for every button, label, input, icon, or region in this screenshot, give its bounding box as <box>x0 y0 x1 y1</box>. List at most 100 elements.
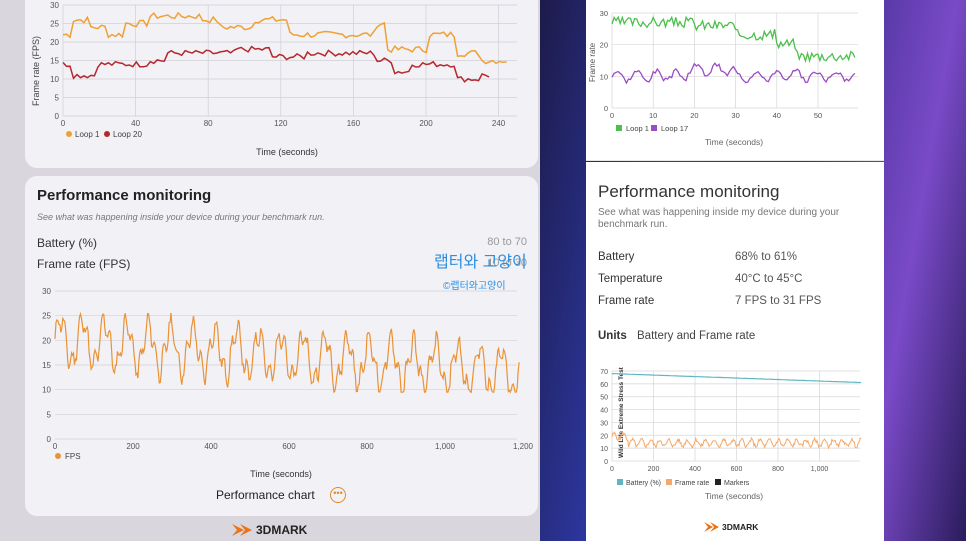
legend-loop-1: Loop 1 <box>75 130 100 139</box>
y-tick-label: 30 <box>600 420 608 427</box>
x-axis-label: Time (seconds) <box>705 491 763 501</box>
test-name-label: Wild Life Extreme Stress Test <box>618 366 625 458</box>
x-tick-label: 30 <box>731 111 739 120</box>
y-tick-label: 5 <box>55 94 60 103</box>
legend-dot-loop-20 <box>104 131 110 137</box>
framerate-value: 10 to 30 <box>487 257 527 269</box>
y-tick-label: 0 <box>47 435 52 444</box>
framerate-label: Frame rate (FPS) <box>37 257 131 271</box>
x-tick-label: 800 <box>772 466 784 473</box>
y-tick-label: 40 <box>600 408 608 415</box>
x-tick-label: 50 <box>814 111 822 120</box>
y-tick-label: 15 <box>42 361 51 370</box>
battery-row-value: 68% to 61% <box>735 251 798 263</box>
performance-subtitle: See what was happening inside your devic… <box>37 212 325 222</box>
y-tick-label: 25 <box>42 312 51 321</box>
y-tick-label: 10 <box>50 75 59 84</box>
x-tick-label: 40 <box>773 111 781 120</box>
x-tick-label: 40 <box>131 119 140 128</box>
right-loop-chart: 30 20 10 00 10 20 30 40 50 Frame rate Loop 1 Loo… <box>588 9 858 147</box>
y-axis-label: Frame rate <box>588 42 597 82</box>
y-tick-label: 20 <box>600 433 608 440</box>
3dmark-logo-icon <box>232 524 252 536</box>
units-label: Units <box>598 330 627 342</box>
performance-subtitle: See what was happening inside my device … <box>598 207 840 230</box>
x-tick-label: 200 <box>419 119 433 128</box>
series-loop-1 <box>611 15 856 64</box>
legend-frame-rate: Frame rate <box>675 480 709 487</box>
battery-value: 80 to 70 <box>487 236 527 248</box>
loop-chart-card: Frame rate (FPS) 30 25 20 15 10 5 0 0 40 80 120 160… <box>25 0 538 168</box>
legend-loop-17: Loop 17 <box>661 124 688 133</box>
legend-markers: Markers <box>724 480 750 487</box>
y-tick-label: 50 <box>600 395 608 402</box>
watermark: 랩터와 고양이 <box>434 254 527 271</box>
x-axis-label: Time (seconds) <box>256 147 318 157</box>
x-tick-label: 200 <box>126 442 140 451</box>
y-tick-label: 20 <box>42 336 51 345</box>
series-fps <box>54 311 520 394</box>
y-tick-label: 0 <box>55 112 60 121</box>
3dmark-logo: 3DMARK <box>232 522 307 538</box>
right-loop-chart-card: 30 20 10 0 0 10 20 30 40 50 Frame rate Loop 1 Loo… <box>586 0 884 160</box>
series-frame-rate <box>611 430 862 450</box>
y-tick-label: 25 <box>50 20 59 29</box>
x-tick-label: 240 <box>492 119 506 128</box>
3dmark-logo: 3DMARK <box>704 521 758 533</box>
legend-battery: Battery (%) <box>626 480 661 487</box>
legend-swatch-loop-17 <box>651 125 657 131</box>
series-battery <box>611 373 862 384</box>
legend-swatch-markers <box>715 479 721 485</box>
battery-label: Battery (%) <box>37 236 98 250</box>
3dmark-logo-icon <box>704 522 719 532</box>
temperature-row-label: Temperature <box>598 273 663 285</box>
y-axis-label: Frame rate (FPS) <box>31 36 41 106</box>
x-tick-label: 0 <box>610 466 614 473</box>
y-tick-label: 30 <box>50 1 59 10</box>
x-tick-label: 80 <box>204 119 213 128</box>
x-tick-label: 0 <box>610 111 614 120</box>
framerate-row-label: Frame rate <box>598 295 655 307</box>
series-loop-20 <box>62 45 490 83</box>
legend-swatch-battery <box>617 479 623 485</box>
battery-row-label: Battery <box>598 251 635 263</box>
legend-fps: FPS <box>65 452 81 461</box>
y-tick-label: 70 <box>600 369 608 376</box>
x-tick-label: 400 <box>689 466 701 473</box>
legend-dot-loop-1 <box>66 131 72 137</box>
units-value[interactable]: Battery and Frame rate <box>637 330 756 342</box>
x-tick-label: 400 <box>204 442 218 451</box>
performance-card: Performance monitoring See what was happ… <box>25 176 538 516</box>
y-tick-label: 10 <box>600 72 608 81</box>
panel-divider <box>586 160 884 161</box>
x-tick-label: 160 <box>347 119 361 128</box>
x-tick-label: 120 <box>274 119 288 128</box>
y-tick-label: 30 <box>600 9 608 18</box>
y-tick-label: 0 <box>604 104 608 113</box>
y-tick-label: 10 <box>600 446 608 453</box>
x-tick-label: 1,200 <box>513 442 534 451</box>
legend-loop-1: Loop 1 <box>626 124 649 133</box>
legend-loop-20: Loop 20 <box>113 130 142 139</box>
x-tick-label: 20 <box>690 111 698 120</box>
ellipsis-circle-icon[interactable]: ••• <box>330 487 346 503</box>
x-tick-label: 10 <box>649 111 657 120</box>
temperature-row-value: 40°C to 45°C <box>735 273 803 285</box>
x-tick-label: 800 <box>360 442 374 451</box>
watermark-copyright: ©랩터와고양이 <box>443 281 506 292</box>
y-tick-label: 30 <box>42 287 51 296</box>
x-tick-label: 0 <box>53 442 58 451</box>
x-tick-label: 0 <box>61 119 66 128</box>
y-tick-label: 20 <box>600 41 608 50</box>
y-tick-label: 15 <box>50 57 59 66</box>
loop-chart: Frame rate (FPS) 30 25 20 15 10 5 00 40 80 120 160… <box>31 1 517 157</box>
y-tick-label: 20 <box>50 38 59 47</box>
y-tick-label: 0 <box>604 459 608 466</box>
x-tick-label: 1,000 <box>435 442 456 451</box>
battery-framerate-chart: 70 60 50 40 30 20 10 00 200 400 600 800 1,000 Wild L… <box>600 366 862 501</box>
x-tick-label: 600 <box>731 466 743 473</box>
3dmark-logo-text: 3DMARK <box>722 522 759 532</box>
x-tick-label: 200 <box>648 466 660 473</box>
performance-chart-link[interactable]: Performance chart <box>216 488 315 502</box>
